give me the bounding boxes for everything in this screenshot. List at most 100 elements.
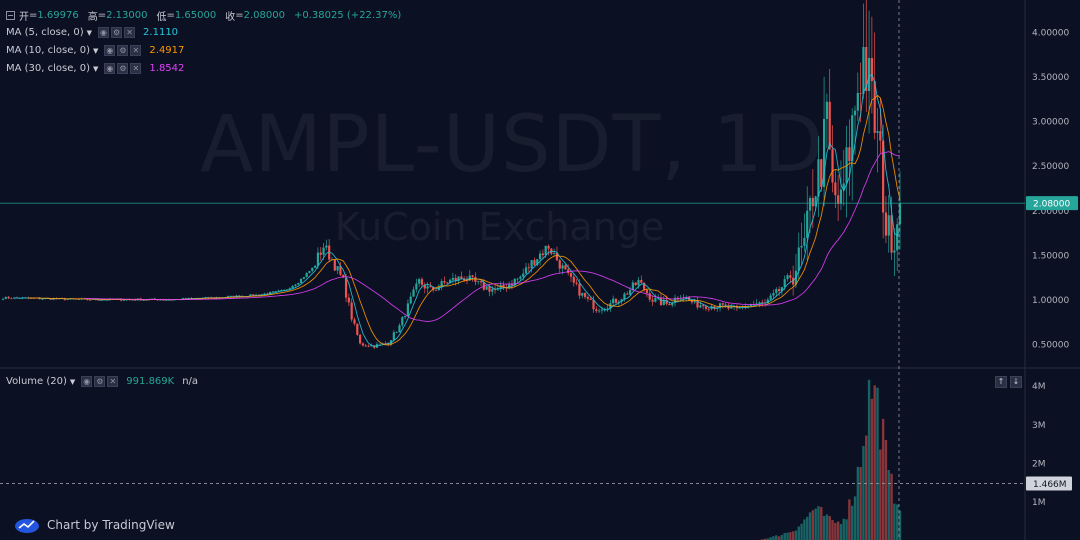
candle-body (769, 295, 772, 300)
chevron-down-icon[interactable]: ▼ (86, 28, 93, 37)
candle-body (97, 299, 100, 301)
candle-body (595, 309, 598, 312)
candle-body (122, 300, 126, 301)
candle-body (690, 299, 694, 303)
candle-body (673, 297, 677, 303)
candle-body (882, 140, 885, 213)
chevron-down-icon[interactable]: ▼ (93, 64, 99, 73)
candle-body (249, 294, 252, 297)
candle-body (837, 195, 840, 204)
candle-body (853, 110, 857, 116)
candle-body (614, 298, 618, 303)
candle-body (266, 293, 269, 295)
chevron-down-icon[interactable]: ▼ (93, 46, 99, 55)
candle-body (524, 267, 528, 274)
volume-bar (780, 534, 784, 540)
candle-body (887, 215, 890, 236)
candle-body (226, 296, 230, 298)
arrow-down-icon[interactable]: ↓ (1010, 376, 1022, 388)
gear-icon[interactable]: ⚙ (117, 45, 129, 56)
ma5-legend[interactable]: MA (5, close, 0) ▼ ◉ ⚙ ✕ 2.1110 (6, 27, 178, 38)
volume-bar (775, 535, 778, 540)
candle-body (786, 275, 789, 280)
candle-body (516, 278, 519, 280)
ma10-legend[interactable]: MA (10, close, 0) ▼ ◉ ⚙ ✕ 2.4917 (6, 45, 184, 56)
candle-body (623, 293, 626, 300)
volume-bar (836, 521, 840, 540)
close-icon[interactable]: ✕ (130, 63, 142, 74)
collapse-icon[interactable] (6, 11, 15, 20)
volume-bar (817, 506, 820, 540)
candle-body (314, 265, 317, 268)
candle-body (347, 297, 350, 303)
volume-bar (842, 518, 845, 540)
gear-icon[interactable]: ⚙ (117, 63, 129, 74)
volume-bar (834, 522, 837, 540)
candle-body (651, 299, 654, 302)
arrow-up-icon[interactable]: ↑ (995, 376, 1007, 388)
candle-body (344, 277, 348, 298)
candle-body (730, 306, 733, 309)
candle-body (7, 296, 10, 299)
chevron-down-icon[interactable]: ▼ (69, 377, 76, 386)
candle-body (603, 308, 606, 310)
price-tick-label: 2.50000 (1032, 162, 1069, 172)
candle-body (547, 245, 550, 249)
candle-body (789, 275, 792, 278)
candle-body (308, 271, 311, 273)
volume-legend[interactable]: Volume (20) ▼ ◉ ⚙ ✕ 991.869K n/a (6, 376, 198, 387)
gear-icon[interactable]: ⚙ (111, 27, 123, 38)
watermark-symbol: AMPL-USDT, 1D (200, 100, 825, 190)
candle-body (302, 277, 305, 279)
candle-body (184, 298, 187, 300)
candle-body (533, 260, 536, 265)
eye-icon[interactable]: ◉ (81, 376, 93, 387)
crosshair-volume-label: 1.466M (1033, 480, 1067, 490)
candle-body (392, 332, 395, 341)
volume-bar (814, 508, 817, 540)
candle-body (645, 289, 649, 294)
price-tick-label: 2.00000 (1032, 207, 1069, 217)
volume-bar (822, 516, 826, 540)
volume-bar (777, 536, 781, 540)
candle-body (423, 284, 426, 289)
candle-body (612, 298, 615, 304)
volume-bar (763, 538, 767, 540)
candle-body (873, 81, 876, 133)
eye-icon[interactable]: ◉ (104, 45, 116, 56)
candle-body (867, 57, 871, 92)
candle-body (820, 159, 823, 187)
candle-body (777, 289, 781, 292)
candle-body (252, 294, 255, 296)
volume-bar (898, 510, 902, 540)
tradingview-brand[interactable]: Chart by TradingView (14, 516, 175, 534)
candle-body (856, 93, 859, 111)
candle-body (434, 290, 438, 291)
close-icon[interactable]: ✕ (107, 376, 119, 387)
price-tick-label: 0.50000 (1032, 341, 1069, 351)
eye-icon[interactable]: ◉ (104, 63, 116, 74)
ohlc-legend: 开 = 1.69976 高 = 2.13000 低 = 1.65000 收 = 2.08000 … (6, 8, 401, 23)
volume-bar (786, 532, 789, 540)
eye-icon[interactable]: ◉ (98, 27, 110, 38)
candle-body (446, 282, 449, 284)
candle-body (10, 298, 13, 300)
candle-body (758, 302, 761, 304)
candle-body (336, 266, 339, 271)
candle-body (828, 101, 831, 150)
price-tick-label: 4.00000 (1032, 28, 1069, 38)
gear-icon[interactable]: ⚙ (94, 376, 106, 387)
candle-body (271, 291, 275, 293)
open-value: 1.69976 (37, 10, 79, 21)
close-icon[interactable]: ✕ (124, 27, 136, 38)
candle-body (440, 281, 443, 288)
candle-body (555, 253, 559, 261)
close-icon[interactable]: ✕ (130, 45, 142, 56)
ma30-legend[interactable]: MA (30, close, 0) ▼ ◉ ⚙ ✕ 1.8542 (6, 63, 184, 74)
candle-body (668, 303, 671, 306)
candle-body (513, 278, 516, 286)
ma30-label: MA (30, close, 0) (6, 63, 91, 74)
candle-body (100, 299, 103, 301)
